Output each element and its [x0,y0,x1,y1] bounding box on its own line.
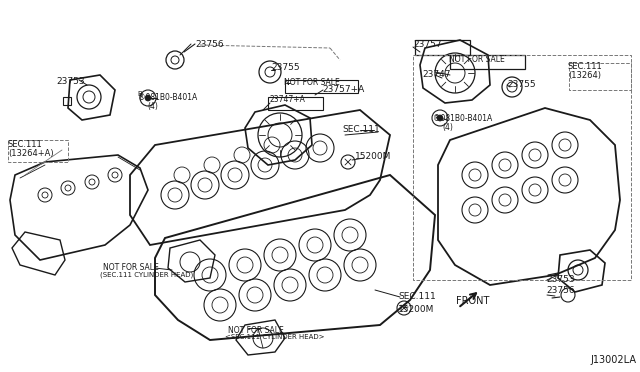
Text: 23753: 23753 [546,275,575,284]
Text: J13002LA: J13002LA [590,355,636,365]
Text: 15200M: 15200M [398,305,435,314]
Text: NOT FOR SALE: NOT FOR SALE [103,263,159,272]
Text: NOT FOR SALE: NOT FOR SALE [449,55,505,64]
Bar [285,80,358,93]
Text: B: B [138,91,142,97]
Text: 23757+A: 23757+A [322,85,364,94]
Text: 23753: 23753 [56,77,84,86]
Text: FRONT: FRONT [456,296,490,306]
Text: 23756: 23756 [195,40,223,49]
Bar [450,55,525,69]
Text: (4): (4) [442,123,453,132]
Bar [413,55,631,280]
Circle shape [145,95,151,101]
Text: SEC.111: SEC.111 [342,125,380,134]
Bar [415,40,470,55]
Text: SEC.111: SEC.111 [398,292,436,301]
Text: SEC.111: SEC.111 [8,140,43,149]
Bar [268,97,323,110]
Bar [63,97,71,105]
Text: 23755: 23755 [507,80,536,89]
Text: NOT FOR SALE: NOT FOR SALE [284,78,340,87]
Text: (13264+A): (13264+A) [8,149,54,158]
Text: 23756: 23756 [546,286,575,295]
Text: 23747: 23747 [422,70,451,79]
Text: SEC.111: SEC.111 [568,62,603,71]
Text: 23747+A: 23747+A [270,95,306,104]
Bar [8,140,68,162]
Text: ®081B0-B401A: ®081B0-B401A [138,93,197,102]
Text: <SEC.111 CYLINDER HEAD>: <SEC.111 CYLINDER HEAD> [225,334,324,340]
Text: 23757: 23757 [413,40,442,49]
Text: ®081B0-B401A: ®081B0-B401A [433,114,492,123]
Text: 23755: 23755 [271,63,300,72]
Text: (13264): (13264) [568,71,601,80]
Circle shape [437,115,443,121]
Text: (SEC.111 CYLINDER HEAD): (SEC.111 CYLINDER HEAD) [100,272,193,279]
Text: 15200M: 15200M [355,152,392,161]
Text: (4): (4) [147,102,158,111]
Text: NOT FOR SALE: NOT FOR SALE [228,326,284,335]
Bar [569,63,631,90]
